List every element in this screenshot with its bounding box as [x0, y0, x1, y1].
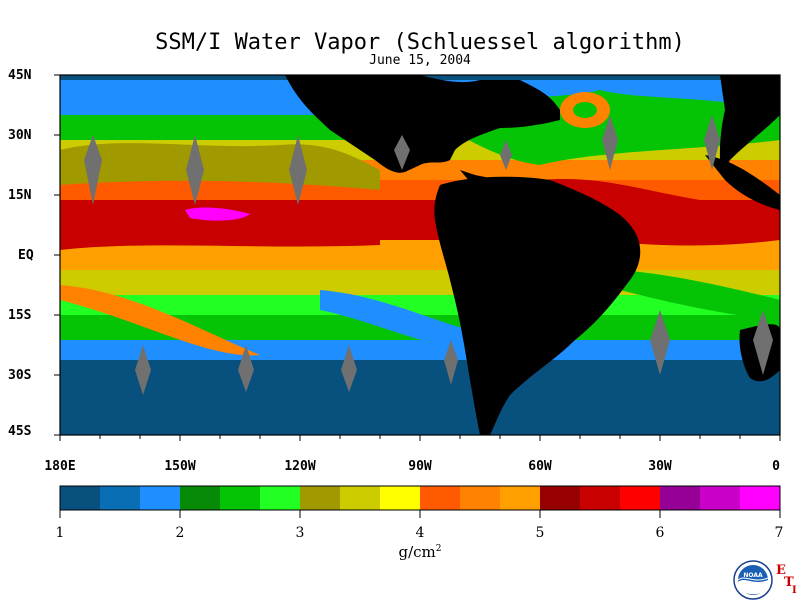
map-title: SSM/I Water Vapor (Schluessel algorithm) — [155, 30, 685, 55]
colorbar-ticks — [59, 510, 781, 518]
colorbar-swatch — [60, 486, 101, 510]
colorbar-swatch — [260, 486, 301, 510]
lon-label-90w: 90W — [408, 459, 432, 474]
colorbar-swatch — [740, 486, 781, 510]
colorbar-swatch — [380, 486, 421, 510]
colorbar-swatch — [460, 486, 501, 510]
map-field — [60, 75, 780, 435]
axis-ticks — [54, 74, 781, 441]
colorbar — [60, 486, 781, 510]
lat-label-45s: 45S — [8, 424, 32, 439]
colorbar-tick-7: 7 — [774, 525, 784, 541]
colorbar-tick-5: 5 — [535, 525, 545, 541]
map-date: June 15, 2004 — [369, 53, 471, 68]
colorbar-swatch — [700, 486, 741, 510]
logo-letter-i: I — [792, 585, 797, 596]
noaa-logo-icon: NOAA — [733, 560, 773, 600]
lat-label-45n: 45N — [8, 68, 32, 83]
lat-label-30s: 30S — [8, 368, 32, 383]
colorbar-swatch — [340, 486, 381, 510]
colorbar-tick-1: 1 — [55, 525, 65, 541]
logo-letter-e: E — [776, 563, 786, 578]
lon-label-60w: 60W — [528, 459, 552, 474]
colorbar-tick-4: 4 — [415, 525, 425, 541]
colorbar-tick-6: 6 — [655, 525, 665, 541]
colorbar-tick-2: 2 — [175, 525, 185, 541]
colorbar-swatch — [500, 486, 541, 510]
lon-label-150w: 150W — [164, 459, 196, 474]
colorbar-swatch — [300, 486, 341, 510]
lon-label-30w: 30W — [648, 459, 672, 474]
lat-label-eq: EQ — [18, 248, 34, 263]
lon-label-120w: 120W — [284, 459, 316, 474]
colorbar-swatch — [140, 486, 181, 510]
lat-label-30n: 30N — [8, 128, 32, 143]
colorbar-swatch — [540, 486, 581, 510]
lon-label-0: 0 — [772, 459, 780, 474]
lat-label-15n: 15N — [8, 188, 32, 203]
colorbar-swatch — [420, 486, 461, 510]
logo-letter-t: T — [784, 575, 794, 590]
lon-label-180e: 180E — [44, 459, 76, 474]
colorbar-unit-text: g/cm — [398, 543, 436, 561]
colorbar-swatch — [180, 486, 221, 510]
missing-swaths — [84, 115, 773, 395]
logo-agency-text: NOAA — [743, 572, 763, 579]
colorbar-swatch — [220, 486, 261, 510]
colorbar-swatch — [100, 486, 141, 510]
colorbar-unit-label: g/cm2 — [0, 543, 800, 561]
colorbar-tick-3: 3 — [295, 525, 305, 541]
colorbar-swatch — [580, 486, 621, 510]
lat-label-15s: 15S — [8, 308, 32, 323]
colorbar-swatch — [660, 486, 701, 510]
colorbar-swatch — [620, 486, 661, 510]
colorbar-unit-exponent: 2 — [435, 544, 442, 554]
